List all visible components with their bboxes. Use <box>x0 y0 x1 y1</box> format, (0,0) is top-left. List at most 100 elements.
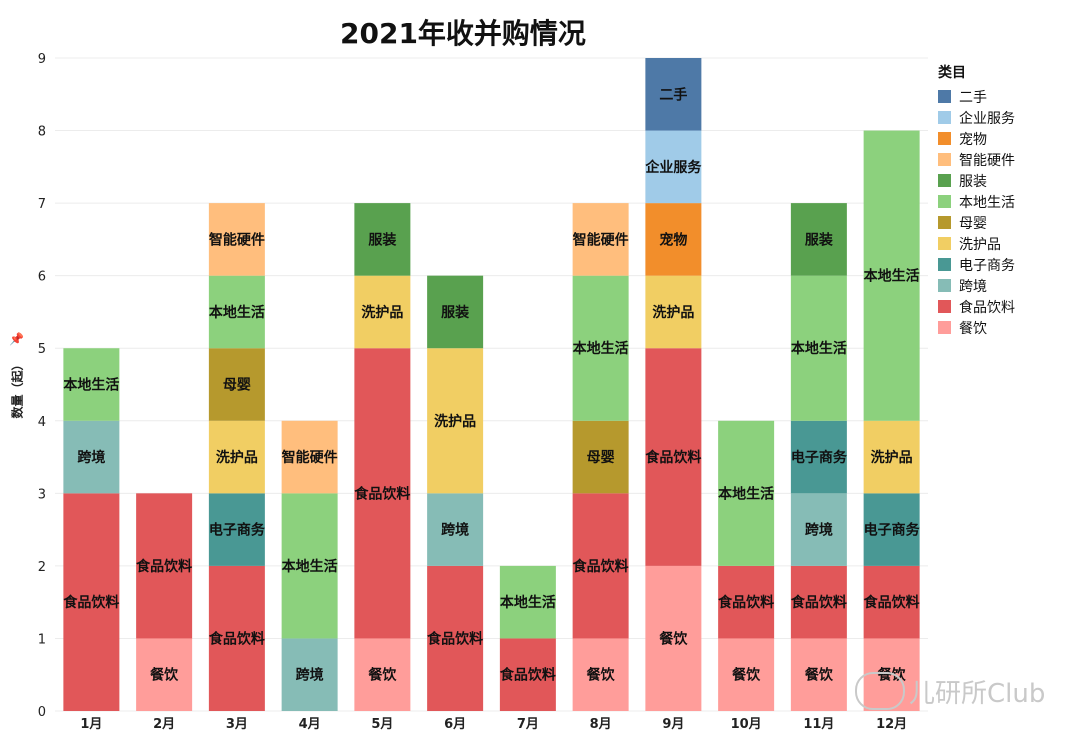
bar-segment <box>208 203 265 276</box>
bar-segment <box>790 638 847 711</box>
legend-item[interactable]: 智能硬件 <box>938 149 1015 170</box>
segment-label: 本地生活 <box>791 340 847 357</box>
bar-segment <box>572 275 629 421</box>
x-tick-label: 3月 <box>226 717 248 732</box>
x-tick-label: 2月 <box>153 717 175 732</box>
y-tick-label: 5 <box>38 342 46 357</box>
bar-segment <box>208 420 265 494</box>
watermark-text: 儿研所Club <box>909 678 1046 709</box>
segment-label: 电子商务 <box>864 522 921 539</box>
legend-swatch <box>938 258 951 271</box>
x-tick-label: 10月 <box>731 717 762 732</box>
legend-swatch <box>938 237 951 250</box>
segment-label: 本地生活 <box>209 304 265 321</box>
bar-segment <box>790 565 847 639</box>
bar-segment <box>863 130 920 421</box>
bar-segment <box>63 348 120 421</box>
bar-segment <box>427 493 484 566</box>
segment-label: 跨境 <box>296 667 324 684</box>
legend-label: 电子商务 <box>959 257 1015 274</box>
pin-icon[interactable]: 📌 <box>9 332 24 346</box>
y-tick-label: 1 <box>38 632 46 647</box>
legend-item[interactable]: 服装 <box>938 170 1015 191</box>
bar-segment <box>645 58 702 131</box>
segment-label: 餐饮 <box>731 667 761 684</box>
bar-segment <box>208 565 265 711</box>
x-tick-label: 6月 <box>444 717 466 732</box>
y-tick-label: 7 <box>38 197 46 212</box>
segment-label: 智能硬件 <box>572 231 629 248</box>
segment-label: 智能硬件 <box>208 231 265 248</box>
x-tick-label: 5月 <box>371 717 393 732</box>
bar-segment <box>790 420 847 494</box>
legend-label: 二手 <box>959 89 987 106</box>
legend-item[interactable]: 餐饮 <box>938 317 1015 338</box>
bar-segment <box>499 638 556 711</box>
legend-label: 食品饮料 <box>959 299 1015 316</box>
legend-label: 母婴 <box>959 215 987 232</box>
segment-label: 本地生活 <box>63 377 119 394</box>
legend-items: 二手企业服务宠物智能硬件 服装 本地生活母婴洗护品电子商务 跨境食品饮料餐饮 <box>938 86 1015 338</box>
bar-segment <box>718 420 775 566</box>
segment-label: 食品饮料 <box>209 630 265 647</box>
x-tick-label: 7月 <box>517 717 539 732</box>
legend-item[interactable]: 二手 <box>938 86 1015 107</box>
legend-swatch <box>938 90 951 103</box>
bar-segment <box>572 420 629 494</box>
y-tick-label: 3 <box>38 487 46 502</box>
legend-swatch <box>938 300 951 313</box>
legend-label: 洗护品 <box>959 236 1001 253</box>
segment-label: 洗护品 <box>652 304 694 321</box>
x-tick-label: 8月 <box>590 717 612 732</box>
legend-item[interactable]: 母婴 <box>938 212 1015 233</box>
segment-label: 餐饮 <box>658 630 688 647</box>
segment-label: 智能硬件 <box>281 449 338 466</box>
segment-label: 洗护品 <box>871 449 913 466</box>
x-tick-label: 4月 <box>299 717 321 732</box>
segment-label: 餐饮 <box>367 667 397 684</box>
legend-item[interactable]: 跨境 <box>938 275 1015 296</box>
segment-label: 食品饮料 <box>63 594 119 611</box>
legend-title: 类目 <box>938 65 966 81</box>
legend-item[interactable]: 电子商务 <box>938 254 1015 275</box>
bar-segment <box>281 493 338 639</box>
segment-label: 本地生活 <box>500 594 556 611</box>
segment-label: 食品饮料 <box>573 558 629 575</box>
bar-segment <box>645 130 702 204</box>
bar-segment <box>427 275 484 349</box>
segment-label: 食品饮料 <box>500 667 556 684</box>
bar-segment <box>790 493 847 566</box>
bar-segment <box>354 203 411 276</box>
bar-segment <box>136 493 193 639</box>
legend-label: 智能硬件 <box>959 152 1015 169</box>
bar-segment <box>208 275 265 349</box>
legend: 类目 二手企业服务宠物智能硬件 服装 本地生活母婴洗护品电子商务 跨境食品饮料餐饮 <box>938 62 1015 338</box>
segment-label: 服装 <box>368 231 397 248</box>
bar-segment <box>645 275 702 349</box>
legend-label: 宠物 <box>959 131 987 148</box>
bar-segment <box>136 638 193 711</box>
bar-segment <box>499 565 556 639</box>
legend-item[interactable]: 食品饮料 <box>938 296 1015 317</box>
legend-item[interactable]: 本地生活 <box>938 191 1015 212</box>
legend-swatch <box>938 195 951 208</box>
bar-segment <box>718 638 775 711</box>
legend-item[interactable]: 宠物 <box>938 128 1015 149</box>
legend-swatch <box>938 111 951 124</box>
segment-label: 企业服务 <box>644 159 702 176</box>
legend-label: 企业服务 <box>959 110 1015 127</box>
y-tick-label: 8 <box>38 125 46 140</box>
legend-label: 餐饮 <box>959 320 987 337</box>
segment-label: 食品饮料 <box>427 630 483 647</box>
segment-label: 本地生活 <box>573 340 629 357</box>
legend-item[interactable]: 企业服务 <box>938 107 1015 128</box>
x-tick-label: 9月 <box>662 717 684 732</box>
segment-label: 食品饮料 <box>645 449 701 466</box>
segment-label: 餐饮 <box>586 667 616 684</box>
segment-label: 跨境 <box>441 522 469 539</box>
legend-item[interactable]: 洗护品 <box>938 233 1015 254</box>
segment-label: 服装 <box>805 231 834 248</box>
segment-label: 食品饮料 <box>718 594 774 611</box>
legend-swatch <box>938 174 951 187</box>
